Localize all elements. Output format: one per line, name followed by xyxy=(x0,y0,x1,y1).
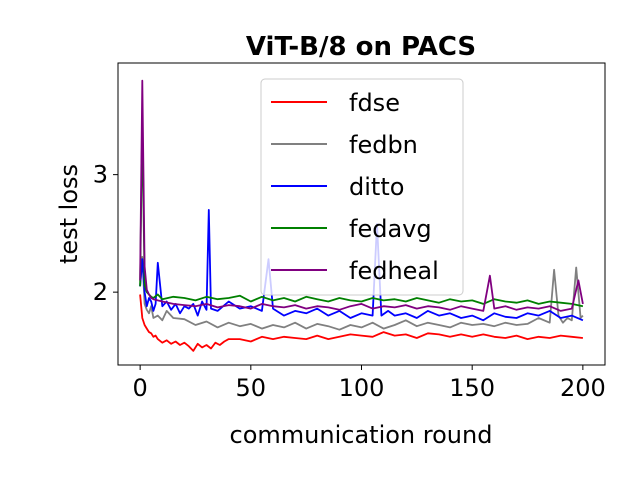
y-tick-label: 3 xyxy=(93,161,108,189)
legend-label-fedbn: fedbn xyxy=(349,131,418,159)
x-tick-label: 150 xyxy=(449,374,495,402)
legend-label-ditto: ditto xyxy=(349,173,404,201)
y-tick-label: 2 xyxy=(93,278,108,306)
chart-title: ViT-B/8 on PACS xyxy=(246,32,476,62)
series-lines xyxy=(139,79,584,352)
legend-label-fdse: fdse xyxy=(349,89,400,117)
series-line-fedbn xyxy=(139,255,584,331)
x-tick-label: 100 xyxy=(339,374,385,402)
y-axis-label: test loss xyxy=(55,164,83,264)
series-line-ditto xyxy=(139,208,584,322)
series-line-fedheal xyxy=(139,79,584,312)
x-tick-label: 200 xyxy=(560,374,606,402)
y-axis-ticks: 23 xyxy=(93,161,118,306)
legend-label-fedheal: fedheal xyxy=(349,257,439,285)
x-tick-label: 0 xyxy=(132,374,147,402)
legend-label-fedavg: fedavg xyxy=(349,215,432,243)
x-tick-label: 50 xyxy=(236,374,267,402)
series-line-fdse xyxy=(139,294,583,352)
legend: fdse fedbn ditto fedavg fedheal xyxy=(260,78,464,296)
legend-box xyxy=(260,78,464,296)
x-axis-ticks: 0 50 100 150 200 xyxy=(132,365,606,402)
x-axis-label: communication round xyxy=(230,421,493,449)
series-line-fedavg xyxy=(139,117,584,308)
